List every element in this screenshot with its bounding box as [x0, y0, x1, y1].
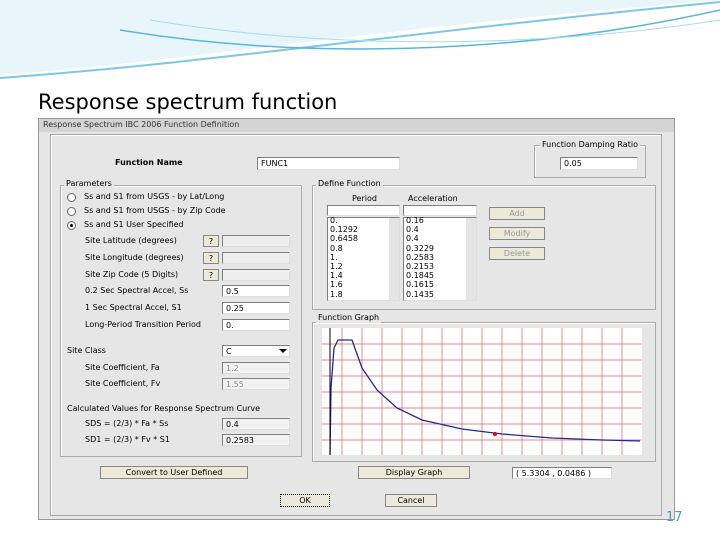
- calculated-label: Calculated Values for Response Spectrum …: [67, 404, 261, 413]
- radio[interactable]: [67, 221, 76, 230]
- function-button[interactable]: Add: [489, 207, 545, 220]
- list-box[interactable]: [403, 217, 477, 301]
- period-item: 1.6: [330, 280, 343, 290]
- define-function-label: Define Function: [316, 179, 383, 189]
- field-input[interactable]: 0.5: [222, 285, 290, 298]
- parameters-group: [60, 185, 302, 457]
- radio-label: Ss and S1 from USGS - by Lat/Long: [84, 192, 225, 201]
- period-item: 0.: [330, 216, 338, 225]
- help-button[interactable]: ?: [203, 235, 219, 247]
- period-header: Period: [352, 194, 377, 203]
- scrollbar: [389, 218, 399, 300]
- define-function-group: [312, 185, 656, 310]
- field-label: 0.2 Sec Spectral Accel, Ss: [85, 286, 189, 296]
- help-button[interactable]: ?: [203, 251, 219, 264]
- field-input[interactable]: 0.25: [222, 302, 290, 315]
- coefficient-input: 1.2: [222, 362, 290, 374]
- acceleration-item: 0.1615: [406, 280, 434, 290]
- acceleration-item: 0.1845: [406, 271, 434, 281]
- field-label: Site Zip Code (5 Digits): [85, 269, 179, 279]
- acceleration-item: 0.4: [406, 234, 419, 244]
- coefficient-label: Site Coefficient, Fv: [85, 379, 161, 388]
- acceleration-item: 0.16: [406, 216, 424, 225]
- radio[interactable]: [67, 207, 76, 216]
- ok-button[interactable]: OK: [280, 494, 330, 507]
- damping-label: Function Damping Ratio: [540, 140, 640, 150]
- site-class-dropdown[interactable]: C: [222, 345, 290, 357]
- readout: ( 5.3304 , 0.0486 ): [512, 467, 612, 479]
- field-label: Site Latitude (degrees): [85, 236, 177, 245]
- damping-input[interactable]: 0.05: [560, 157, 638, 170]
- calculated-value: 0.4: [222, 418, 290, 430]
- scrollbar: [466, 218, 476, 300]
- period-item: 1.8: [330, 289, 343, 299]
- convert-button[interactable]: Convert to User Defined: [100, 466, 248, 479]
- function-graph: [322, 328, 642, 455]
- function-button[interactable]: Delete: [489, 247, 545, 260]
- acceleration-item: 0.4: [406, 225, 419, 235]
- period-item: 0.1292: [330, 225, 358, 235]
- display-button[interactable]: Display Graph: [358, 466, 470, 479]
- field-label: 1 Sec Spectral Accel, S1: [85, 303, 182, 313]
- calculated-row-label: SDS = (2/3) * Fa * Ss: [85, 419, 169, 428]
- radio[interactable]: [67, 193, 76, 202]
- function-name-label: Function Name: [115, 158, 183, 167]
- period-item: 1.: [330, 252, 338, 262]
- function-button[interactable]: Modify: [489, 227, 545, 240]
- field-label: Site Longitude (degrees): [85, 252, 184, 262]
- list-box[interactable]: [327, 217, 400, 301]
- period-item: 0.8: [330, 243, 343, 253]
- field-input[interactable]: [222, 235, 290, 247]
- help-button[interactable]: ?: [203, 268, 219, 281]
- coefficient-input: 1.55: [222, 378, 290, 390]
- period-item: 1.4: [330, 271, 343, 281]
- field-input[interactable]: [222, 268, 290, 281]
- calculated-row-label: SD1 = (2/3) * Fv * S1: [85, 435, 170, 444]
- frame: [50, 134, 662, 516]
- acceleration-header: Acceleration: [408, 194, 458, 203]
- coefficient-label: Site Coefficient, Fa: [85, 363, 160, 372]
- radio-label: Ss and S1 from USGS - by Zip Code: [84, 206, 226, 215]
- field-input[interactable]: 0.: [222, 319, 290, 331]
- period-item: 0.6458: [330, 234, 358, 244]
- site-class-label: Site Class: [67, 346, 106, 355]
- radio-label: Ss and S1 User Specified: [84, 220, 184, 229]
- period-input[interactable]: [327, 205, 400, 216]
- dialog-title: Response Spectrum IBC 2006 Function Defi…: [39, 119, 674, 132]
- field-label: Long-Period Transition Period: [85, 320, 201, 329]
- period-item: 1.2: [330, 262, 343, 271]
- acceleration-input[interactable]: [403, 205, 477, 216]
- calculated-value: 0.2583: [222, 434, 290, 446]
- cancel-button[interactable]: Cancel: [385, 494, 437, 507]
- slide-title: Response spectrum function: [38, 90, 338, 114]
- acceleration-item: 0.2153: [406, 262, 434, 271]
- acceleration-item: 0.1435: [406, 289, 434, 299]
- acceleration-item: 0.3229: [406, 243, 434, 253]
- function-name-input[interactable]: FUNC1: [257, 157, 400, 170]
- field-input[interactable]: [222, 251, 290, 264]
- decoration: [0, 0, 720, 79]
- page-number: 17: [666, 510, 683, 525]
- parameters-label: Parameters: [64, 179, 114, 189]
- acceleration-item: 0.2583: [406, 252, 434, 262]
- graph-label: Function Graph: [316, 313, 382, 323]
- graph-group: [312, 322, 656, 462]
